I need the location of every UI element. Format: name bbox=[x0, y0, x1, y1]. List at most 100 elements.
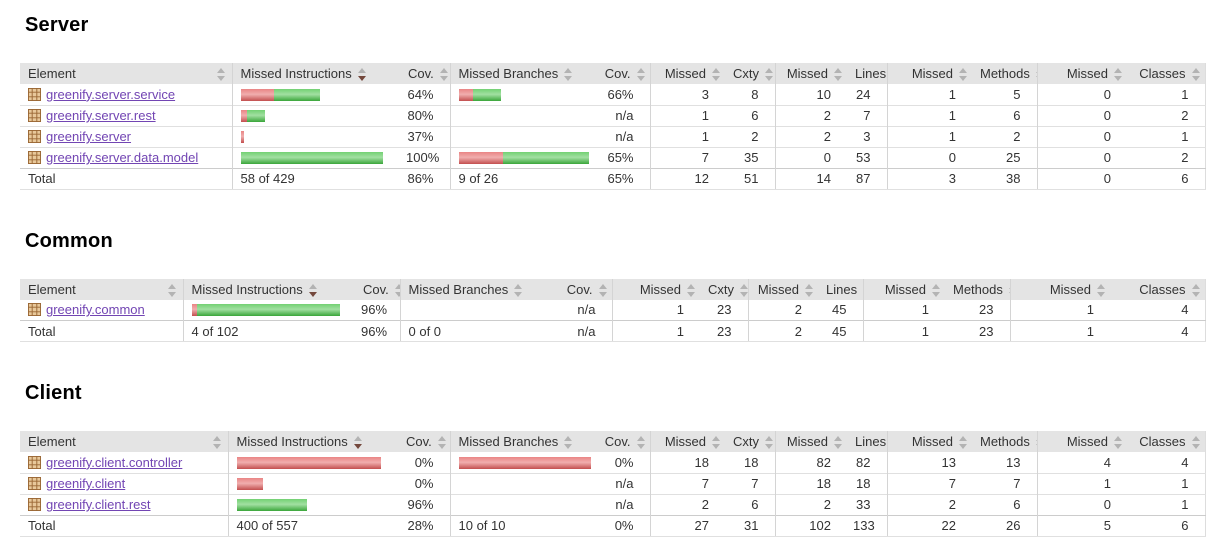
missed-methods-value: 13 bbox=[886, 452, 972, 474]
col-branch-coverage[interactable]: Cov. bbox=[593, 63, 650, 85]
col-missed-instructions[interactable]: Missed Instructions bbox=[182, 278, 355, 300]
col-instruction-coverage[interactable]: Cov. bbox=[355, 278, 400, 300]
instruction-bar-cell bbox=[227, 472, 398, 495]
col-classes[interactable]: Classes bbox=[1110, 278, 1205, 300]
missed-classes-value: 0 bbox=[1036, 146, 1127, 169]
lines-value: 45 bbox=[832, 302, 847, 318]
total-row: Total 4 of 102 96% 0 of 0 n/a 1 23 2 45 … bbox=[20, 320, 1205, 343]
branch-coverage-value: n/a bbox=[595, 493, 650, 516]
col-lines[interactable]: Lines bbox=[818, 278, 863, 300]
package-icon bbox=[28, 498, 41, 512]
total-lines: 45 bbox=[818, 320, 863, 343]
package-link[interactable]: greenify.client.rest bbox=[46, 497, 151, 513]
col-missed-instructions[interactable]: Missed Instructions bbox=[227, 431, 398, 453]
cxty-value: 7 bbox=[725, 472, 775, 495]
col-missed-lines[interactable]: Missed bbox=[774, 63, 847, 85]
col-cxty[interactable]: Cxty bbox=[725, 63, 775, 85]
total-branches: 9 of 26 bbox=[449, 167, 593, 190]
package-link[interactable]: greenify.client.controller bbox=[46, 454, 183, 470]
missed-classes-value: 0 bbox=[1036, 84, 1127, 106]
bar-red bbox=[240, 131, 244, 144]
missed-methods-value: 1 bbox=[886, 84, 972, 106]
col-classes[interactable]: Classes bbox=[1127, 431, 1205, 453]
lines-value: 3 bbox=[847, 125, 887, 148]
col-element[interactable]: Element bbox=[20, 63, 232, 85]
header-row: Element Missed Instructions Cov. Missed … bbox=[20, 278, 1205, 300]
package-link[interactable]: greenify.server.service bbox=[46, 86, 176, 102]
total-missed-cxty: 27 bbox=[649, 514, 725, 537]
package-link[interactable]: greenify.common bbox=[46, 302, 145, 318]
missed-methods-value: 2 bbox=[886, 493, 972, 516]
total-methods: 38 bbox=[972, 167, 1037, 190]
col-lines[interactable]: Lines bbox=[847, 431, 887, 453]
sort-icon bbox=[564, 436, 573, 450]
col-missed-classes[interactable]: Missed bbox=[1036, 431, 1127, 453]
missed-classes-value: 4 bbox=[1036, 452, 1127, 474]
classes-value: 1 bbox=[1127, 125, 1205, 148]
col-methods[interactable]: Methods bbox=[945, 278, 1010, 300]
sort-icon bbox=[1191, 436, 1201, 450]
col-missed-methods[interactable]: Missed bbox=[886, 63, 972, 85]
header-row: Element Missed Instructions Cov. Missed … bbox=[20, 431, 1205, 453]
total-missed-cxty: 1 bbox=[611, 320, 700, 343]
lines-value: 18 bbox=[847, 472, 887, 495]
branch-coverage-value: n/a bbox=[577, 302, 596, 318]
missed-cxty-value: 1 bbox=[649, 125, 725, 148]
methods-value: 5 bbox=[1013, 86, 1021, 102]
classes-value: 2 bbox=[1127, 104, 1205, 127]
bar-red bbox=[236, 456, 381, 469]
missed-cxty-value: 1 bbox=[611, 299, 700, 321]
col-missed-instructions[interactable]: Missed Instructions bbox=[231, 63, 400, 85]
element-cell: greenify.client.rest bbox=[20, 493, 228, 516]
col-missed-cxty[interactable]: Missed bbox=[649, 431, 725, 453]
col-instruction-coverage[interactable]: Cov. bbox=[398, 431, 450, 453]
coverage-bar bbox=[236, 456, 395, 469]
sort-icon bbox=[598, 283, 608, 297]
col-missed-lines[interactable]: Missed bbox=[774, 431, 847, 453]
package-link[interactable]: greenify.client bbox=[46, 476, 126, 492]
element-cell: greenify.server bbox=[20, 125, 232, 148]
bar-green bbox=[273, 88, 320, 101]
branch-bar-cell bbox=[449, 472, 595, 495]
bar-red bbox=[240, 110, 247, 123]
header-row: Element Missed Instructions Cov. Missed … bbox=[20, 63, 1205, 85]
col-missed-branches[interactable]: Missed Branches bbox=[449, 63, 593, 85]
table-row: greenify.common 96% n/a 1 23 2 45 1 23 1… bbox=[20, 299, 1205, 321]
col-methods[interactable]: Methods bbox=[972, 431, 1037, 453]
instruction-coverage-value: 100% bbox=[400, 146, 450, 169]
total-missed-cxty: 12 bbox=[649, 167, 725, 190]
package-link[interactable]: greenify.server.rest bbox=[46, 108, 156, 124]
col-element[interactable]: Element bbox=[20, 431, 228, 453]
total-missed-classes: 1 bbox=[1009, 320, 1110, 343]
missed-lines-value: 2 bbox=[774, 493, 847, 516]
bar-green bbox=[472, 88, 501, 101]
col-missed-methods[interactable]: Missed bbox=[886, 431, 972, 453]
col-cxty[interactable]: Cxty bbox=[725, 431, 775, 453]
col-missed-methods[interactable]: Missed bbox=[862, 278, 945, 300]
col-missed-classes[interactable]: Missed bbox=[1009, 278, 1110, 300]
col-missed-branches[interactable]: Missed Branches bbox=[399, 278, 550, 300]
col-branch-coverage[interactable]: Cov. bbox=[595, 431, 650, 453]
col-methods[interactable]: Methods bbox=[972, 63, 1037, 85]
col-missed-classes[interactable]: Missed bbox=[1036, 63, 1127, 85]
col-element[interactable]: Element bbox=[20, 278, 183, 300]
col-missed-cxty[interactable]: Missed bbox=[611, 278, 700, 300]
col-missed-branches[interactable]: Missed Branches bbox=[449, 431, 595, 453]
col-instruction-coverage[interactable]: Cov. bbox=[400, 63, 450, 85]
table-row: greenify.server.service 64% 66% 3 8 10 2… bbox=[20, 84, 1205, 106]
section-title-client: Client bbox=[25, 382, 82, 405]
coverage-bar bbox=[236, 478, 395, 491]
col-branch-coverage[interactable]: Cov. bbox=[550, 278, 612, 300]
col-missed-cxty[interactable]: Missed bbox=[649, 63, 725, 85]
col-cxty[interactable]: Cxty bbox=[700, 278, 748, 300]
coverage-table-client: Element Missed Instructions Cov. Missed … bbox=[20, 431, 1206, 537]
classes-value: 1 bbox=[1127, 493, 1205, 516]
sort-icon bbox=[394, 283, 400, 297]
package-link[interactable]: greenify.server.data.model bbox=[46, 150, 199, 166]
col-lines[interactable]: Lines bbox=[847, 63, 887, 85]
package-link[interactable]: greenify.server bbox=[46, 129, 132, 145]
col-classes[interactable]: Classes bbox=[1127, 63, 1205, 85]
missed-methods-value: 1 bbox=[886, 125, 972, 148]
col-missed-lines[interactable]: Missed bbox=[747, 278, 818, 300]
bar-red bbox=[458, 152, 503, 165]
